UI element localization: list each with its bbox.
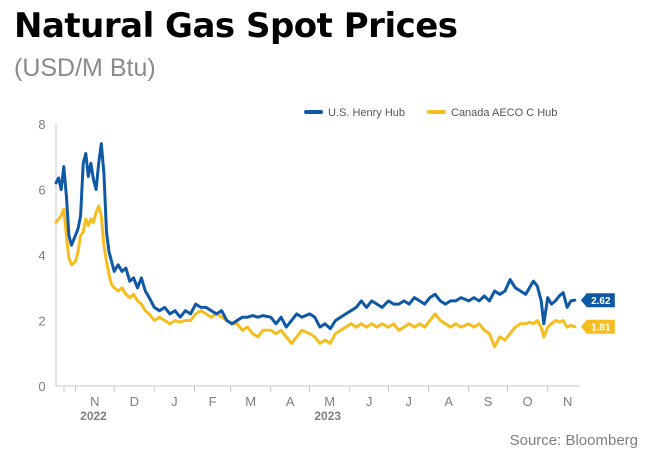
x-tick-label: D: [130, 394, 139, 409]
end-value-label: 2.62: [591, 296, 611, 307]
y-tick-label: 2: [38, 314, 45, 329]
x-tick-label: J: [366, 394, 373, 409]
x-tick-label: J: [171, 394, 178, 409]
chart-title: Natural Gas Spot Prices: [14, 6, 458, 46]
x-tick-label: N: [563, 394, 572, 409]
series-line-henry-hub: [54, 142, 577, 331]
x-tick-label: M: [245, 394, 256, 409]
series-layer: [54, 142, 577, 349]
x-tick-label: A: [444, 394, 453, 409]
x-tick-label: A: [286, 394, 295, 409]
x-tick-label: O: [523, 394, 533, 409]
end-value-label: 1.81: [591, 323, 611, 334]
end-value-tag: [580, 319, 615, 334]
y-tick-label: 6: [38, 183, 45, 198]
legend-label: Canada AECO C Hub: [451, 107, 557, 119]
legend-label: U.S. Henry Hub: [328, 107, 405, 119]
source-note: Source: Bloomberg: [509, 432, 638, 449]
x-tick-label: F: [209, 394, 217, 409]
x-tick-label: N: [90, 394, 99, 409]
end-value-tag: [580, 293, 615, 308]
x-year-label: 2022: [80, 409, 107, 423]
series-line-aeco: [54, 204, 577, 349]
legend: U.S. Henry Hub Canada AECO C Hub: [304, 107, 557, 119]
x-tick-label: J: [405, 394, 412, 409]
x-tick-label: M: [324, 394, 335, 409]
x-year-label: 2023: [314, 409, 341, 423]
end-labels: 2.62 1.81: [580, 293, 615, 334]
y-tick-label: 8: [38, 117, 45, 132]
y-tick-label: 0: [38, 379, 45, 394]
y-tick-label: 4: [38, 248, 45, 263]
x-tick-label: S: [484, 394, 493, 409]
chart-subtitle: (USD/M Btu): [14, 54, 156, 82]
